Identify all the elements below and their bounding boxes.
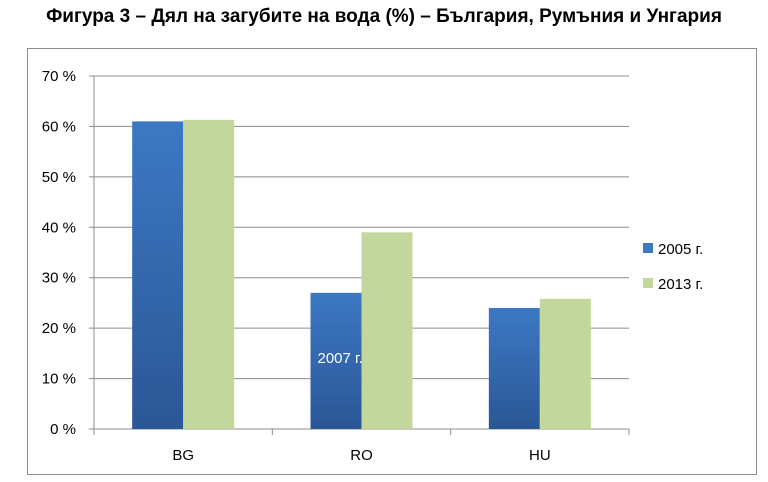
x-category-label: HU: [529, 447, 551, 464]
bar-hu-series-2: [539, 298, 591, 429]
y-tick-label: 40 %: [42, 219, 76, 236]
legend-label: 2013 г.: [658, 276, 703, 293]
annotation-label: 2007 г.: [318, 350, 363, 367]
y-tick-label: 70 %: [42, 68, 76, 85]
x-category-label: RO: [350, 447, 373, 464]
y-tick-label: 0 %: [50, 421, 76, 438]
legend-swatch: [643, 243, 653, 253]
y-tick-label: 50 %: [42, 169, 76, 186]
chart-frame: [27, 48, 757, 475]
legend-swatch: [643, 278, 653, 288]
bar-hu-series-1: [488, 307, 540, 429]
x-category-label: BG: [172, 447, 194, 464]
y-tick-label: 20 %: [42, 320, 76, 337]
bar-ro-series-1: [310, 292, 362, 429]
bar-ro-series-2: [361, 232, 413, 429]
chart-title: Фигура 3 – Дял на загубите на вода (%) –…: [46, 6, 722, 27]
bar-bg-series-1: [132, 121, 184, 429]
y-tick-label: 60 %: [42, 118, 76, 135]
y-tick-label: 30 %: [42, 270, 76, 287]
bar-bg-series-2: [183, 119, 235, 429]
legend-label: 2005 г.: [658, 241, 703, 258]
y-tick-label: 10 %: [42, 371, 76, 388]
